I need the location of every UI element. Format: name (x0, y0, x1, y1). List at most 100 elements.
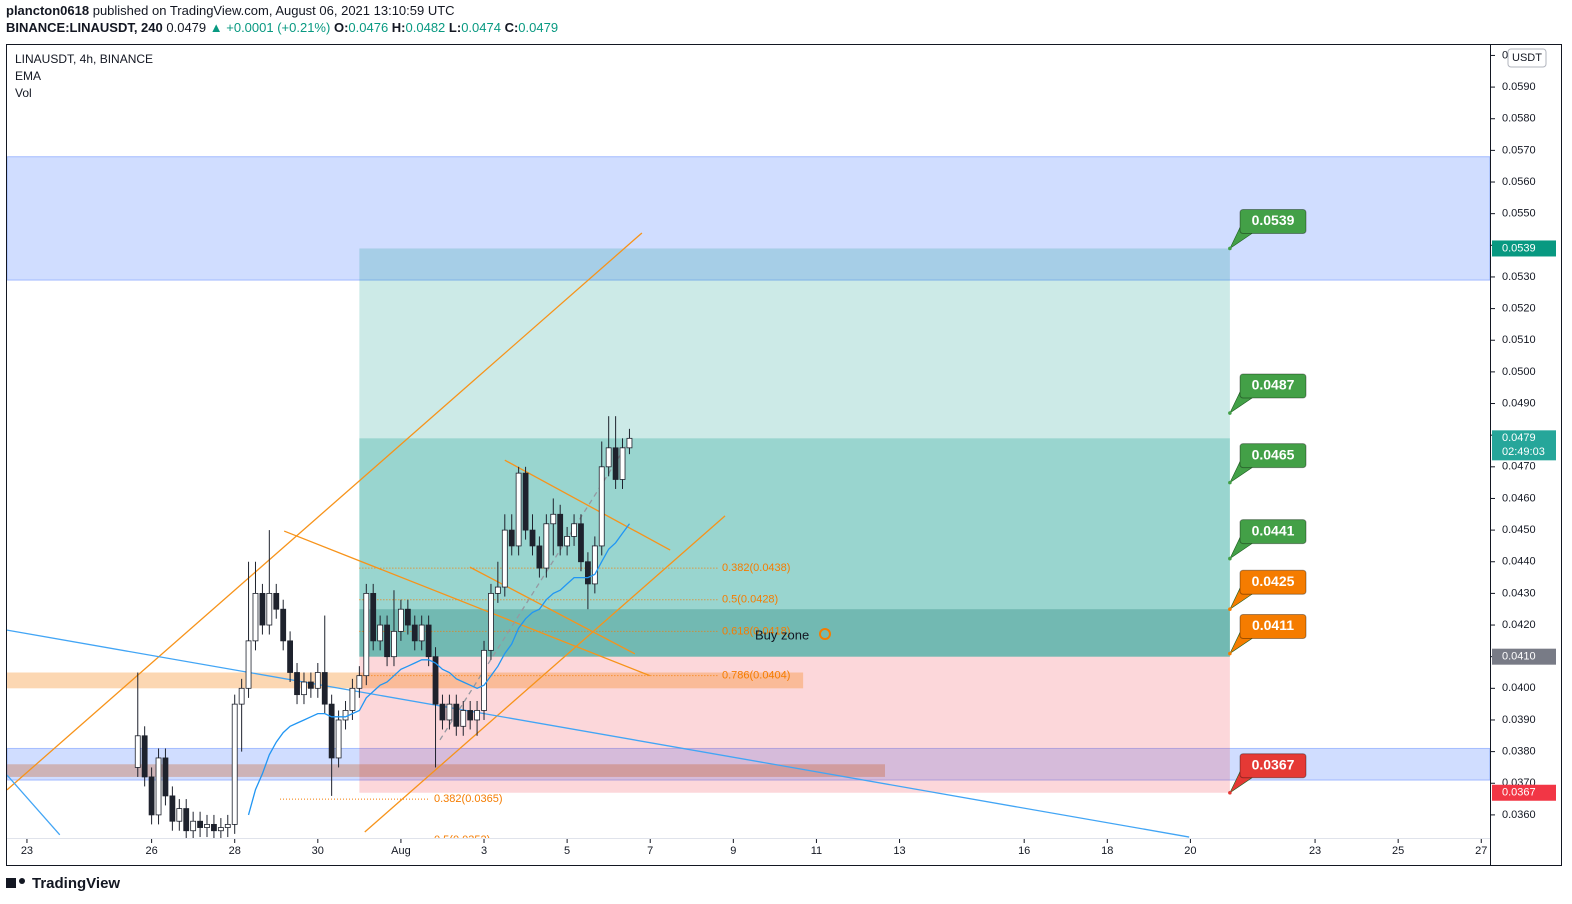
y-tick-label: 0.0550 (1502, 208, 1536, 220)
candle-body (550, 513, 557, 525)
candle-body (197, 820, 203, 828)
fib-label: 0.786(0.0404) (722, 670, 791, 682)
price-badge-label: 0.0410 (1502, 651, 1536, 663)
price-badge (1492, 430, 1556, 461)
x-tick-label: 28 (229, 845, 241, 857)
candle-body (439, 703, 446, 721)
ohlc-value: 0.0479 (518, 20, 558, 35)
callout-anchor (1228, 607, 1232, 612)
y-tick-label: 0.0520 (1502, 303, 1536, 315)
candle-body (141, 735, 148, 778)
candle-body (252, 592, 259, 642)
price-badge-label: 0.0479 (1502, 432, 1536, 444)
candle-body (307, 681, 314, 689)
price-badge (1492, 784, 1556, 801)
buy-zone-icon (819, 628, 831, 640)
candle-body (543, 523, 550, 569)
callout-label: 0.0411 (1252, 617, 1294, 633)
callout-box (1239, 373, 1307, 399)
candle-body (626, 437, 633, 449)
callout-box (1239, 569, 1307, 595)
candle-body (321, 672, 328, 705)
callout-box (1239, 208, 1307, 234)
x-tick-label: 26 (145, 845, 157, 857)
callout-box (1239, 443, 1307, 469)
price-badge (1492, 648, 1556, 665)
candle-body (515, 472, 522, 547)
currency-box[interactable] (1507, 48, 1547, 68)
x-tick-label: 18 (1101, 845, 1113, 857)
candle-body (280, 608, 287, 642)
candle-body (411, 624, 418, 642)
x-tick-label: 13 (893, 845, 905, 857)
y-tick-label: 0.0580 (1502, 113, 1536, 125)
callout-label: 0.0425 (1252, 573, 1295, 589)
x-tick-label: 3 (481, 845, 487, 857)
trendline (7, 232, 643, 791)
fib-label: 0.618(0.0418) (722, 625, 791, 637)
y-tick-label: 0.0440 (1502, 556, 1536, 568)
candle-body (508, 529, 515, 547)
candle-body (370, 592, 377, 642)
callout-anchor (1228, 790, 1232, 795)
y-tick-label: 0.0530 (1502, 271, 1536, 283)
candle-body (467, 710, 474, 721)
x-tick-label: 5 (564, 845, 570, 857)
candle-body (377, 624, 384, 642)
candle-body (176, 808, 183, 822)
candle-body (190, 820, 197, 832)
y-tick-label: 0.0590 (1502, 81, 1536, 93)
candle-body (217, 827, 224, 832)
y-tick-label: 0.0510 (1502, 334, 1536, 346)
ohlc-label: C: (505, 20, 519, 35)
callout-label: 0.0441 (1252, 522, 1295, 538)
y-tick-label: 0.0500 (1502, 366, 1536, 378)
candle-body (349, 687, 356, 711)
fib-label: 0.5(0.0428) (722, 594, 778, 606)
candle-body (183, 808, 190, 832)
candle-body (148, 776, 155, 816)
x-tick-label: 11 (811, 845, 822, 857)
callout-label: 0.0539 (1252, 212, 1295, 228)
candle-body (446, 703, 453, 721)
candle-body (598, 466, 605, 547)
candle-body (391, 630, 397, 658)
x-tick-label: 7 (647, 845, 653, 857)
ohlc-label: O: (334, 20, 348, 35)
ohlc-label: L: (449, 20, 461, 35)
candle-body (557, 513, 564, 547)
candle-body (536, 545, 543, 569)
fib-label: 0.382(0.0365) (434, 793, 503, 805)
candle-body (314, 672, 321, 689)
candle-body (356, 675, 363, 689)
callout-anchor (1228, 651, 1232, 656)
candle-body (245, 640, 252, 689)
candle-body (301, 681, 307, 696)
price-badge-label: 0.0539 (1502, 242, 1536, 254)
candle-body (342, 710, 349, 721)
y-tick-label: 0.0360 (1502, 809, 1536, 821)
candle-body (529, 529, 536, 547)
ohlc-value: 0.0474 (461, 20, 501, 35)
callout-label: 0.0465 (1252, 446, 1295, 462)
fib-label: 0.382(0.0438) (722, 562, 791, 574)
candle-body (453, 703, 460, 727)
price-badge (1492, 240, 1556, 257)
candle-body (460, 710, 467, 727)
brand-logo (6, 878, 25, 888)
x-tick-label: 23 (21, 845, 33, 857)
fib-label: 0.5(0.0352) (434, 834, 490, 846)
ohlc-value: 0.0482 (406, 20, 446, 35)
zone (359, 656, 1230, 793)
zone (7, 672, 804, 689)
candle-body (605, 447, 612, 468)
x-tick-label: 30 (312, 845, 324, 857)
x-tick-label: 27 (1475, 845, 1487, 857)
candle-body (204, 823, 210, 828)
callout-label: 0.0487 (1252, 377, 1295, 393)
candle-body (425, 624, 432, 658)
candle-body (564, 536, 571, 547)
candle-body (384, 624, 390, 658)
callout-anchor (1228, 246, 1232, 251)
